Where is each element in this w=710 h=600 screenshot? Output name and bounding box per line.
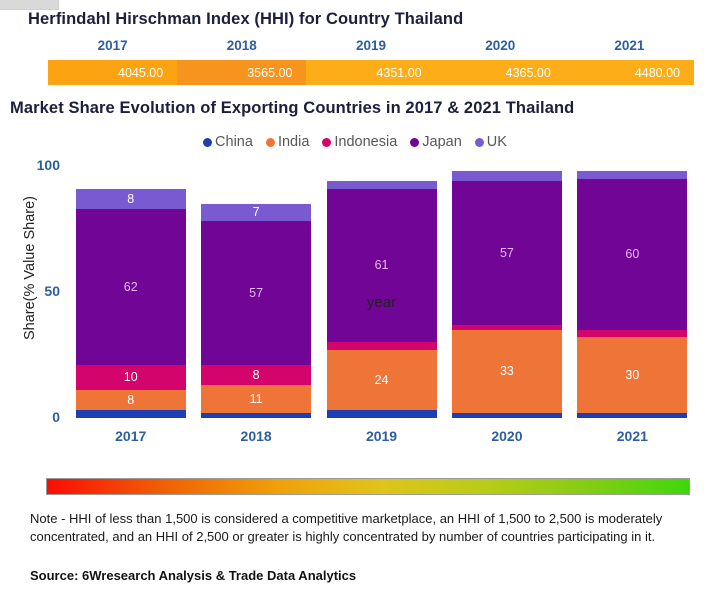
bar-segment-india-2019[interactable]: 24 <box>326 349 437 411</box>
bar-segment-indonesia-2018[interactable]: 8 <box>201 365 312 386</box>
bar-column-2020: 33 57 2020 <box>444 160 569 444</box>
bar-segment-indonesia-2021[interactable] <box>577 329 688 338</box>
legend-label: India <box>277 134 310 150</box>
bar-segment-uk-2020[interactable] <box>451 171 562 182</box>
hhi-value-2021: 4480.00 <box>564 60 695 85</box>
chart-legend: China India Indonesia Japan UK <box>0 134 710 150</box>
bar-segment-indonesia-2017[interactable]: 10 <box>75 365 186 391</box>
bar-segment-china-2021[interactable] <box>577 412 688 418</box>
legend-dot-icon <box>322 137 332 147</box>
bar-value-label: 60 <box>625 246 640 261</box>
x-axis-label: year <box>366 294 397 311</box>
footer-note: Note - HHI of less than 1,500 is conside… <box>30 511 663 544</box>
legend-dot-icon <box>203 137 213 147</box>
legend-item-indonesia[interactable]: Indonesia <box>322 134 397 150</box>
bar-value-label: 33 <box>499 364 514 379</box>
bar-segment-japan-2021[interactable]: 60 <box>577 178 688 330</box>
bar-value-label: 11 <box>249 391 263 406</box>
legend-item-uk[interactable]: UK <box>474 134 507 150</box>
plot-area: Share(% Value Share) 0 50 100 8 10 62 8 2017 11… <box>0 157 710 444</box>
bar-segment-japan-2019[interactable]: 61 <box>326 188 437 343</box>
legend-label: China <box>215 134 253 150</box>
hhi-year-2018: 2018 <box>226 38 257 53</box>
x-tick-2019: 2019 <box>365 428 398 444</box>
y-tick-0: 0 <box>52 409 60 425</box>
y-tick-100: 100 <box>36 157 60 173</box>
bar-value-label: 10 <box>123 370 138 385</box>
bar-value-label: 61 <box>374 258 389 273</box>
hhi-year-2021: 2021 <box>614 38 645 53</box>
bar-segment-china-2019[interactable] <box>326 410 437 418</box>
legend-item-china[interactable]: China <box>203 134 253 150</box>
bar-segment-china-2020[interactable] <box>451 412 562 418</box>
legend-dot-icon <box>474 137 484 147</box>
bar-segment-indonesia-2020[interactable] <box>451 324 562 330</box>
bar-segment-japan-2020[interactable]: 57 <box>451 181 562 325</box>
bar-value-label: 62 <box>123 279 138 294</box>
bar-value-label: 7 <box>252 205 260 220</box>
stacked-bar-2017[interactable]: 8 10 62 8 <box>75 188 186 418</box>
legend-label: UK <box>486 134 507 150</box>
bar-segment-uk-2017[interactable]: 8 <box>75 188 186 209</box>
corner-tab-decoration <box>0 0 59 10</box>
bar-segment-china-2017[interactable] <box>75 410 186 418</box>
stacked-bar-2020[interactable]: 33 57 <box>451 171 562 418</box>
legend-label: Indonesia <box>334 134 398 150</box>
bar-segment-india-2020[interactable]: 33 <box>451 329 562 413</box>
bar-value-label: 30 <box>625 367 640 382</box>
bar-segment-indonesia-2019[interactable] <box>326 342 437 350</box>
y-tick-50: 50 <box>44 283 60 299</box>
hhi-value-2017: 4045.00 <box>48 60 178 85</box>
legend-dot-icon <box>265 137 275 147</box>
bar-group: 8 10 62 8 2017 11 8 57 7 2018 24 61 2019 33 57 2020 30 60… <box>68 160 695 444</box>
hhi-gradient-scale <box>46 478 690 495</box>
bar-value-label: 24 <box>374 372 389 387</box>
bar-value-label: 57 <box>499 245 514 260</box>
bar-segment-uk-2018[interactable]: 7 <box>201 203 312 222</box>
legend-label: Japan <box>422 134 462 150</box>
footer-source: Source: 6Wresearch Analysis & Trade Data… <box>30 568 357 583</box>
hhi-year-2019: 2019 <box>355 38 387 53</box>
bar-column-2021: 30 60 2021 <box>570 160 695 444</box>
bar-segment-india-2018[interactable]: 11 <box>201 385 312 413</box>
hhi-year-2020: 2020 <box>485 38 516 53</box>
bar-segment-uk-2019[interactable] <box>326 181 437 189</box>
hhi-year-2017: 2017 <box>97 38 128 53</box>
bar-segment-japan-2017[interactable]: 62 <box>75 208 186 366</box>
y-axis-label: Share(% Value Share) <box>22 196 38 341</box>
legend-dot-icon <box>410 137 420 147</box>
bar-value-label: 8 <box>252 367 260 382</box>
bar-segment-india-2017[interactable]: 8 <box>75 390 186 411</box>
bar-value-label: 8 <box>127 393 135 408</box>
bar-value-label: 8 <box>127 191 135 206</box>
chart-title: Market Share Evolution of Exporting Coun… <box>10 99 575 117</box>
x-tick-2020: 2020 <box>491 428 523 444</box>
x-tick-2021: 2021 <box>616 428 648 444</box>
hhi-value-2018: 3565.00 <box>177 60 307 85</box>
hhi-year-header-row: 2017 2018 2019 2020 2021 <box>48 38 694 56</box>
bar-segment-india-2021[interactable]: 30 <box>577 337 688 413</box>
legend-item-japan[interactable]: Japan <box>410 134 462 150</box>
hhi-title: Herfindahl Hirschman Index (HHI) for Cou… <box>28 10 464 28</box>
hhi-value-2020: 4365.00 <box>435 60 565 85</box>
bar-segment-uk-2021[interactable] <box>577 171 688 179</box>
legend-item-india[interactable]: India <box>265 134 310 150</box>
hhi-value-2019: 4351.00 <box>306 60 436 85</box>
bar-segment-china-2018[interactable] <box>201 412 312 418</box>
hhi-value-bar: 4045.00 3565.00 4351.00 4365.00 4480.00 <box>48 60 695 85</box>
x-tick-2017: 2017 <box>115 428 147 444</box>
x-tick-2018: 2018 <box>240 428 272 444</box>
bar-column-2017: 8 10 62 8 2017 <box>68 160 193 444</box>
stacked-bar-2021[interactable]: 30 60 <box>577 171 688 418</box>
bar-segment-japan-2018[interactable]: 57 <box>201 221 312 366</box>
